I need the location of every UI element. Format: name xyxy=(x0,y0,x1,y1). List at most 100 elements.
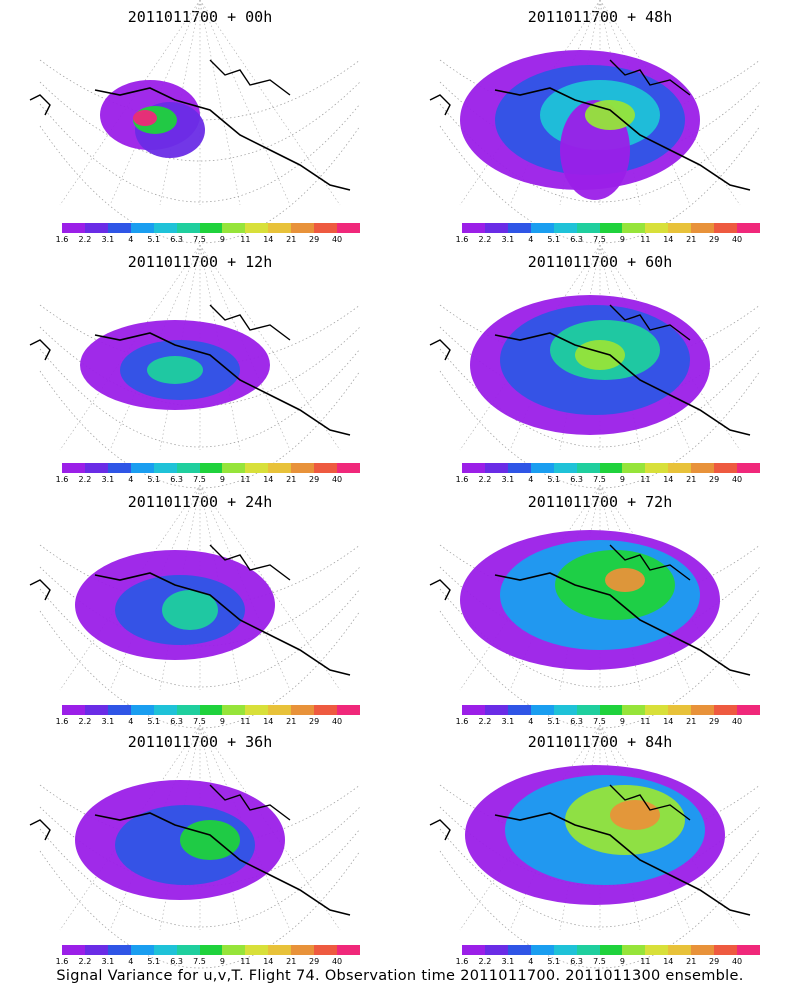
colorbar-swatch xyxy=(130,945,154,955)
colorbar-tick-label: 3.1 xyxy=(501,475,515,484)
colorbar-swatch xyxy=(62,223,85,233)
colorbar-tick-label: 6.3 xyxy=(170,475,183,484)
colorbar-tick-label: 1.6 xyxy=(455,717,469,726)
graticule-arc xyxy=(439,125,761,244)
colorbar-tick-label: 40 xyxy=(731,235,743,244)
colorbar xyxy=(62,463,360,473)
coastline xyxy=(94,812,351,916)
colorbar-swatch xyxy=(268,705,292,715)
colorbar-swatch xyxy=(737,223,760,233)
colorbar-swatch xyxy=(245,945,269,955)
colorbar-swatch xyxy=(668,223,692,233)
colorbar-swatch xyxy=(691,223,715,233)
graticule-meridian xyxy=(509,245,601,451)
colorbar-tick-label: 29 xyxy=(309,717,320,726)
colorbar-swatch xyxy=(314,705,338,715)
graticule-arc xyxy=(39,784,361,846)
coastline-west xyxy=(29,339,51,361)
colorbar-tick-label: 2.2 xyxy=(78,957,92,966)
colorbar-swatch xyxy=(714,945,738,955)
colorbar-ticks: 1.6 2.2 3.1 4 5.1 6.3 7.5 9 11 14 21 29 40 xyxy=(456,475,760,485)
colorbar-tick-label: 14 xyxy=(663,475,674,484)
colorbar-swatch xyxy=(199,223,223,233)
colorbar-swatch xyxy=(714,463,738,473)
graticule-arc xyxy=(39,103,361,203)
colorbar-swatch xyxy=(645,705,669,715)
coastline xyxy=(94,87,351,191)
colorbar-tick-label: 7.5 xyxy=(193,717,206,726)
colorbar-tick-label: 11 xyxy=(240,475,251,484)
graticule-meridian xyxy=(599,485,691,691)
colorbar-swatch xyxy=(130,705,154,715)
coastline-arctic xyxy=(609,59,691,96)
colorbar-tick-label: 14 xyxy=(263,235,274,244)
graticule-meridian xyxy=(199,485,341,691)
colorbar-swatch xyxy=(553,463,577,473)
colorbar-swatch xyxy=(484,463,508,473)
colorbar-swatch xyxy=(314,945,338,955)
colorbar-tick-label: 5.1 xyxy=(147,235,161,244)
colorbar-tick-label: 14 xyxy=(263,957,274,966)
graticule-arc xyxy=(39,828,361,928)
colorbar xyxy=(62,945,360,955)
coastline-west xyxy=(29,579,51,601)
colorbar-swatch xyxy=(199,463,223,473)
colorbar-ticks: 1.6 2.2 3.1 4 5.1 6.3 7.5 9 11 14 21 29 40 xyxy=(56,717,360,727)
colorbar-tick-label: 1.6 xyxy=(455,957,469,966)
graticule-arc xyxy=(39,588,361,688)
graticule-arc xyxy=(439,103,761,203)
coastline-west xyxy=(429,339,451,361)
colorbar-swatch xyxy=(599,223,623,233)
colorbar-tick-label: 14 xyxy=(263,475,274,484)
colorbar-tick-label: 11 xyxy=(640,717,651,726)
colorbar-ticks: 1.6 2.2 3.1 4 5.1 6.3 7.5 9 11 14 21 29 40 xyxy=(56,235,360,245)
colorbar-tick-label: 40 xyxy=(331,717,343,726)
colorbar-swatch xyxy=(176,223,200,233)
panel-48h: 2011011700 + 48h 1.6 2.2 3.1 4 5.1 6.3 7.5 9 11 1… xyxy=(400,0,800,245)
colorbar-tick-label: 11 xyxy=(240,717,251,726)
colorbar-tick-label: 21 xyxy=(686,475,697,484)
colorbar-swatch xyxy=(314,463,338,473)
variance-contour xyxy=(180,820,240,860)
colorbar-tick-label: 11 xyxy=(640,235,651,244)
colorbar-tick-label: 29 xyxy=(309,475,320,484)
colorbar-tick-label: 1.6 xyxy=(455,475,469,484)
colorbar-swatch xyxy=(530,463,554,473)
graticule-arc xyxy=(439,588,761,688)
colorbar-swatch xyxy=(268,945,292,955)
colorbar-tick-label: 3.1 xyxy=(101,717,115,726)
coastline-west xyxy=(429,579,451,601)
graticule-arc xyxy=(439,850,761,969)
coastline xyxy=(94,572,351,676)
graticule-arc xyxy=(439,59,761,121)
colorbar-tick-label: 1.6 xyxy=(455,235,469,244)
colorbar-swatch xyxy=(668,705,692,715)
colorbar-tick-label: 6.3 xyxy=(170,235,183,244)
colorbar-tick-label: 11 xyxy=(640,957,651,966)
graticule-arc xyxy=(39,348,361,448)
colorbar-tick-label: 21 xyxy=(286,957,297,966)
graticule-meridian xyxy=(109,725,201,931)
colorbar-tick-label: 4 xyxy=(128,475,134,484)
colorbar-swatch xyxy=(622,705,646,715)
variance-contour xyxy=(575,340,625,370)
colorbar-tick-label: 14 xyxy=(663,957,674,966)
colorbar-tick-label: 21 xyxy=(286,235,297,244)
colorbar-swatch xyxy=(668,463,692,473)
colorbar-swatch xyxy=(553,945,577,955)
colorbar-tick-label: 9 xyxy=(219,957,225,966)
colorbar-swatch xyxy=(462,223,485,233)
colorbar-swatch xyxy=(645,945,669,955)
colorbar-swatch xyxy=(337,705,360,715)
colorbar-tick-label: 7.5 xyxy=(193,235,206,244)
colorbar-swatch xyxy=(691,945,715,955)
graticule-arc xyxy=(439,544,761,606)
colorbar-tick-label: 2.2 xyxy=(78,235,92,244)
colorbar-swatch xyxy=(484,705,508,715)
colorbar-swatch xyxy=(530,945,554,955)
variance-contour xyxy=(610,800,660,830)
colorbar-swatch xyxy=(337,223,360,233)
colorbar-swatch xyxy=(291,705,315,715)
colorbar-swatch xyxy=(268,223,292,233)
colorbar-swatch xyxy=(107,463,131,473)
